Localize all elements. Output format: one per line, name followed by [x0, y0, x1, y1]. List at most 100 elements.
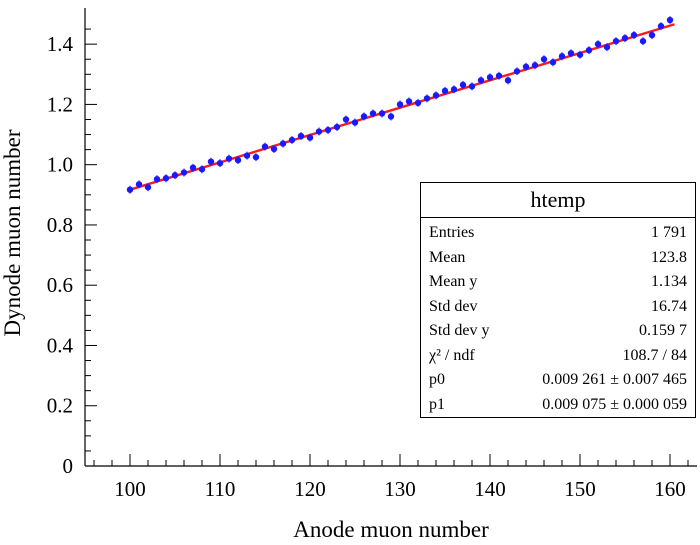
stats-row: Std dev y 0.159 7 — [421, 319, 695, 344]
data-point — [657, 22, 665, 30]
data-point — [522, 63, 530, 70]
data-point — [369, 110, 377, 117]
stats-row-label: Std dev y — [429, 322, 490, 339]
data-point — [459, 81, 467, 89]
data-point — [513, 68, 521, 75]
y-tick-label: 0.8 — [47, 213, 73, 237]
data-point — [486, 74, 494, 81]
y-tick-label: 0.2 — [47, 394, 73, 418]
stats-box: htemp Entries 1 791 Mean 123.8 Mean y 1.134 St… — [420, 182, 696, 418]
x-tick-label: 130 — [384, 477, 416, 501]
data-point — [324, 126, 332, 134]
stats-row-value: 0.159 7 — [639, 322, 687, 339]
stats-row: p1 0.009 075 ± 0.000 059 — [421, 393, 695, 418]
data-point — [306, 134, 314, 141]
data-point — [333, 123, 341, 131]
data-point — [126, 186, 134, 193]
data-point — [585, 46, 593, 54]
x-tick-label: 150 — [564, 477, 596, 501]
stats-row: χ² / ndf 108.7 / 84 — [421, 344, 695, 369]
data-point — [279, 140, 287, 147]
stats-row-value: 0.009 261 ± 0.007 465 — [542, 371, 687, 388]
fit-layer — [129, 23, 675, 191]
data-point — [288, 136, 296, 144]
stats-row: Std dev 16.74 — [421, 295, 695, 320]
y-tick-label: 1.0 — [47, 153, 73, 177]
stats-row: Mean y 1.134 — [421, 270, 695, 295]
data-point — [450, 86, 458, 93]
stats-row-value: 123.8 — [651, 248, 687, 266]
stats-row-label: p0 — [429, 371, 445, 388]
data-point — [234, 156, 242, 164]
data-point — [387, 113, 395, 120]
y-tick-label: 0.4 — [47, 333, 74, 357]
stats-row-value: 1 791 — [651, 224, 687, 241]
stats-row-label: χ² / ndf — [429, 346, 475, 364]
data-point — [261, 143, 269, 150]
fit-line — [129, 23, 675, 191]
data-point — [549, 59, 557, 66]
points-layer — [126, 16, 674, 194]
stats-row-value: 16.74 — [651, 297, 687, 315]
data-point — [315, 128, 323, 135]
data-point — [441, 87, 449, 95]
data-point — [207, 158, 215, 165]
stats-row-value: 108.7 / 84 — [622, 346, 687, 364]
data-point — [477, 77, 485, 84]
data-point — [405, 98, 413, 105]
x-tick-label: 110 — [205, 477, 236, 501]
data-point — [648, 31, 656, 39]
y-tick-label: 1.4 — [47, 32, 74, 56]
stats-row: p0 0.009 261 ± 0.007 465 — [421, 368, 695, 393]
x-tick-label: 120 — [294, 477, 326, 501]
data-point — [135, 181, 143, 188]
data-point — [612, 37, 620, 45]
data-point — [144, 184, 152, 191]
data-point — [297, 132, 305, 140]
data-point — [540, 56, 548, 63]
data-point — [216, 159, 224, 167]
data-point — [603, 43, 611, 51]
data-point — [495, 72, 503, 79]
stats-row: Entries 1 791 — [421, 221, 695, 246]
data-point — [567, 49, 575, 57]
data-point — [189, 164, 197, 171]
data-point — [576, 51, 584, 58]
data-point — [180, 169, 188, 176]
data-point — [252, 153, 260, 161]
x-tick-label: 140 — [474, 477, 506, 501]
data-point — [243, 152, 251, 159]
y-tick-label: 1.2 — [47, 92, 73, 116]
data-point — [225, 155, 233, 162]
x-axis-title: Anode muon number — [293, 517, 489, 542]
stats-row-label: Mean — [429, 248, 466, 266]
data-point — [153, 175, 161, 183]
data-point — [198, 166, 206, 173]
data-point — [414, 99, 422, 107]
data-point — [270, 145, 278, 153]
stats-row-value: 1.134 — [651, 273, 687, 290]
data-point — [351, 119, 359, 126]
y-axis-title: Dynode muon number — [0, 129, 25, 336]
data-point — [396, 101, 404, 108]
data-point — [639, 37, 647, 45]
data-point — [432, 92, 440, 99]
data-point — [630, 31, 638, 39]
data-point — [666, 16, 674, 24]
stats-row-label: Std dev — [429, 297, 478, 315]
stats-row-label: Entries — [429, 224, 475, 241]
data-point — [468, 83, 476, 90]
stats-row-label: Mean y — [429, 273, 478, 290]
data-point — [423, 95, 431, 102]
data-point — [504, 77, 512, 84]
data-point — [558, 53, 566, 60]
x-tick-label: 160 — [654, 477, 686, 501]
axes: 100 110 120 130 140 150 160 0 0.2 0.4 0.6 0.8 1.0 1.2… — [47, 8, 697, 501]
x-tick-label: 100 — [114, 477, 146, 501]
data-point — [378, 110, 386, 117]
data-point — [531, 62, 539, 69]
y-tick-label: 0 — [63, 454, 74, 478]
stats-title: htemp — [421, 183, 695, 218]
y-tick-label: 0.6 — [47, 273, 73, 297]
